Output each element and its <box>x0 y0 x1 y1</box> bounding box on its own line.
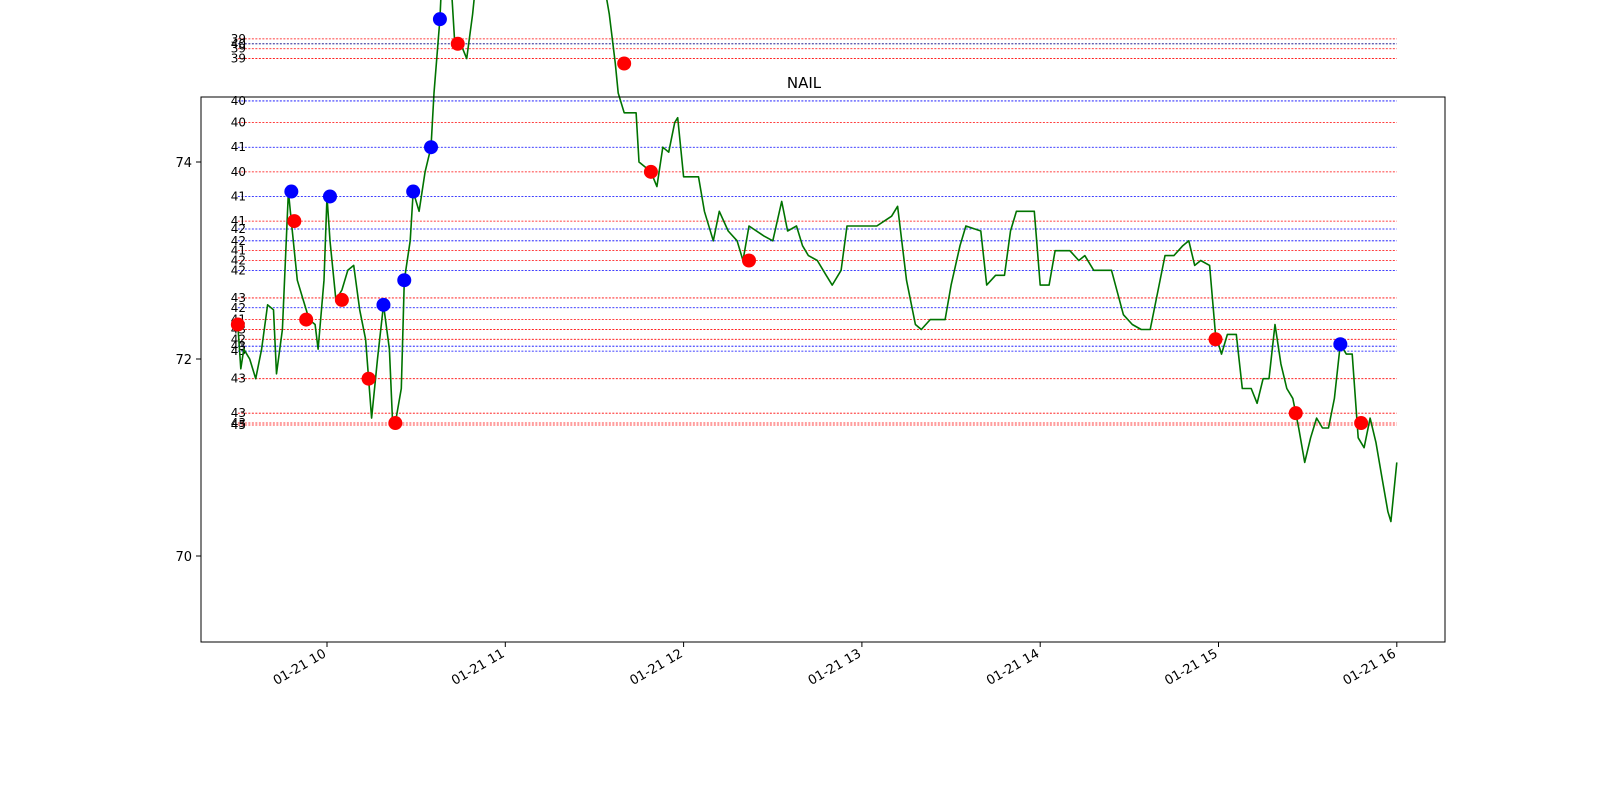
low-marker <box>230 317 245 332</box>
extrema-markers <box>230 12 1369 431</box>
level-label: 40 <box>231 94 246 108</box>
level-label: 43 <box>231 416 246 430</box>
high-marker <box>432 12 447 27</box>
level-label: 42 <box>231 263 246 277</box>
low-marker <box>1208 332 1223 347</box>
level-label: 42 <box>231 222 246 236</box>
low-marker <box>1354 416 1369 431</box>
low-marker <box>361 371 376 386</box>
level-label: 43 <box>231 291 246 305</box>
low-marker <box>450 36 465 51</box>
y-tick-label: 72 <box>175 353 192 368</box>
high-marker <box>322 189 337 204</box>
high-marker <box>284 184 299 199</box>
low-marker <box>741 253 756 268</box>
level-label: 40 <box>231 116 246 130</box>
level-label: 40 <box>231 165 246 179</box>
low-marker <box>1288 406 1303 421</box>
low-marker <box>334 292 349 307</box>
level-label: 39 <box>231 52 246 66</box>
level-label: 45 <box>231 418 246 432</box>
level-label: 42 <box>231 234 246 248</box>
level-label: 42 <box>231 254 246 268</box>
level-lines <box>237 38 1397 426</box>
high-marker <box>376 297 391 312</box>
low-marker <box>299 312 314 327</box>
level-label: 41 <box>231 244 246 258</box>
high-marker <box>1333 337 1348 352</box>
level-label: 43 <box>231 406 246 420</box>
level-label: 41 <box>231 140 246 154</box>
level-label: 42 <box>231 301 246 315</box>
level-label: 43 <box>231 372 246 386</box>
level-label: 40 <box>231 37 246 51</box>
level-label: 39 <box>231 32 246 46</box>
y-tick-label: 70 <box>175 550 192 565</box>
high-marker <box>397 273 412 288</box>
level-label: 41 <box>231 189 246 203</box>
low-marker <box>643 164 658 179</box>
low-marker <box>388 416 403 431</box>
low-marker <box>287 214 302 229</box>
level-label: 39 <box>231 42 246 56</box>
level-label: 43 <box>231 339 246 353</box>
y-tick-label: 74 <box>175 156 192 171</box>
low-marker <box>617 56 632 71</box>
chart-title: NAIL <box>787 74 822 92</box>
high-marker <box>424 140 439 155</box>
level-label: 41 <box>231 214 246 228</box>
plot-frame <box>200 96 1446 643</box>
high-marker <box>406 184 421 199</box>
